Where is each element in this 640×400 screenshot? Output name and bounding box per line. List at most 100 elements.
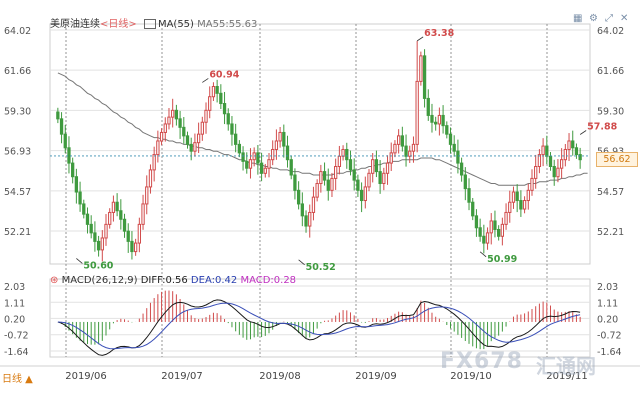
candle-body <box>537 154 542 167</box>
candle-body <box>219 92 223 105</box>
annotations-layer: 50.60 60.94 50.52 63.38 50.99 57.88 <box>50 28 618 273</box>
candle-body <box>471 201 475 217</box>
extreme-label: 63.38 <box>424 28 454 39</box>
candle-body <box>515 191 519 202</box>
watermark-brand: FX678 <box>440 349 523 374</box>
candle-body <box>522 200 527 210</box>
candle-body <box>359 189 364 202</box>
macd-dea-line <box>57 302 581 350</box>
candle-body <box>330 177 334 191</box>
candle-body <box>300 203 304 217</box>
candle-body <box>148 169 153 188</box>
timeframe-button[interactable]: 日线 ▲ <box>2 374 33 385</box>
price-panel-frame <box>49 23 591 265</box>
candle-body <box>271 148 275 161</box>
close-icon[interactable]: ✕ <box>620 13 629 24</box>
candle-body <box>85 213 90 225</box>
extreme-marker-line <box>298 259 305 266</box>
candle-body <box>326 179 330 191</box>
candle-body <box>163 123 167 133</box>
candle-body <box>119 210 123 220</box>
candle-body <box>137 223 141 244</box>
candle-body <box>463 174 467 190</box>
candle-body <box>489 220 493 234</box>
candle-body <box>545 145 549 157</box>
candle-body <box>571 140 575 149</box>
x-tick-label: 2019/07 <box>161 371 203 382</box>
candle-body <box>93 232 97 242</box>
candle-body <box>189 143 193 152</box>
chart-type-icon[interactable]: ▦ <box>573 13 583 24</box>
candle-body <box>485 232 490 244</box>
candle-body <box>152 154 156 171</box>
macd-tick-label-right: 2.03 <box>597 282 618 293</box>
candle-body <box>122 218 127 232</box>
candle-body <box>371 159 375 174</box>
extreme-label: 50.60 <box>83 260 113 271</box>
candle-body <box>334 165 338 179</box>
candle-body <box>104 223 108 239</box>
candle-body <box>259 162 264 174</box>
candle-body <box>204 109 208 123</box>
extreme-marker-line <box>479 251 487 258</box>
x-tick-label: 2019/06 <box>65 371 107 382</box>
candle-body <box>363 186 367 202</box>
candle-body <box>304 215 308 227</box>
candle-body <box>404 145 408 157</box>
candle-body <box>348 159 353 171</box>
candle-body <box>285 145 290 161</box>
chart-header: 美原油连续<日线> MA(55) MA55:55.63 <box>50 15 257 30</box>
candle-body <box>382 172 386 185</box>
candle-body <box>467 188 471 203</box>
candle-body <box>408 150 412 157</box>
candle-body <box>248 159 253 169</box>
candle-body <box>78 191 82 205</box>
macd-tick-label-right: 0.20 <box>597 314 618 325</box>
candle-body <box>474 215 479 229</box>
extreme-marker-line <box>579 130 587 135</box>
candle-body <box>159 131 164 142</box>
candle-body <box>419 55 423 82</box>
candle-body <box>156 140 160 156</box>
candle-body <box>178 118 182 128</box>
candle-body <box>322 171 327 181</box>
price-tick-label-left: 52.21 <box>4 227 31 238</box>
candle-body <box>422 55 427 99</box>
price-tick-label-left: 64.02 <box>4 26 31 37</box>
x-tick-label: 2019/10 <box>450 371 492 382</box>
macd-params: MACD(26,12,9) <box>61 275 138 286</box>
price-tick-label-right: 64.02 <box>597 26 624 37</box>
candle-body <box>67 147 71 164</box>
candle-body <box>167 116 171 125</box>
extreme-marker-line <box>202 78 209 83</box>
candle-body <box>208 96 212 111</box>
candle-body <box>278 131 282 142</box>
candle-body <box>445 125 449 135</box>
candle-body <box>74 176 79 193</box>
price-tick-label-right: 59.30 <box>597 106 624 117</box>
price-tick-label-left: 59.30 <box>4 106 31 117</box>
price-tick-label-right: 52.21 <box>597 227 624 238</box>
candle-body <box>378 171 382 185</box>
candle-body <box>367 172 371 188</box>
settings-icon[interactable]: ⚙ <box>589 13 598 24</box>
candle-body <box>130 240 134 253</box>
candle-body <box>541 145 545 156</box>
macd-settings-icon[interactable]: ⊛ <box>50 275 59 286</box>
candle-body <box>226 113 230 125</box>
ma-toggle-icon[interactable] <box>143 19 156 29</box>
fullscreen-icon[interactable]: ⤢ <box>605 13 613 24</box>
candle-body <box>315 183 319 198</box>
candle-body <box>145 186 149 205</box>
macd-diff-line <box>57 299 581 356</box>
candle-body <box>293 174 297 191</box>
x-tick-label: 2019/11 <box>546 371 588 382</box>
candle-body <box>352 169 356 181</box>
macd-dea-value: DEA:0.42 <box>190 275 238 286</box>
candle-body <box>448 133 453 145</box>
macd-tick-label-right: -0.72 <box>597 331 622 342</box>
candle-body <box>141 203 145 225</box>
candle-body <box>534 165 538 179</box>
ma55-line <box>57 72 588 186</box>
candle-body <box>504 211 508 225</box>
